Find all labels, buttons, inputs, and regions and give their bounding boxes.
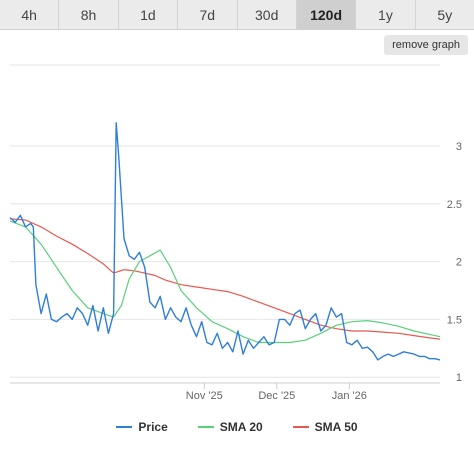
legend-label: Price: [138, 420, 168, 434]
chart-legend: Price SMA 20 SMA 50: [0, 420, 474, 434]
series-line-sma50: [9, 218, 441, 340]
tab-8h[interactable]: 8h: [59, 0, 119, 29]
x-tick-label: Jan '26: [332, 390, 367, 402]
legend-item-price[interactable]: Price: [116, 420, 168, 434]
legend-swatch: [116, 426, 133, 428]
legend-swatch: [292, 426, 309, 428]
series-line-sma20: [9, 220, 441, 344]
tab-120d[interactable]: 120d: [296, 0, 357, 29]
tab-5y[interactable]: 5y: [437, 6, 453, 23]
y-tick-label: 2.5: [447, 199, 462, 211]
legend-label: SMA 20: [219, 420, 263, 434]
remove-graph-button[interactable]: remove graph: [384, 35, 468, 55]
tab-1d[interactable]: 1d: [119, 0, 179, 29]
y-tick-label: 2: [456, 257, 462, 269]
legend-swatch: [197, 426, 214, 428]
timeframe-tabs: 4h 8h 1d 7d 30d 120d 1y 5y: [0, 0, 474, 30]
x-tick-label: Dec '25: [258, 390, 295, 402]
tab-4h[interactable]: 4h: [0, 0, 60, 29]
tab-1y[interactable]: 1y: [356, 0, 416, 29]
legend-item-sma20[interactable]: SMA 20: [197, 420, 263, 434]
tab-7d[interactable]: 7d: [178, 0, 238, 29]
series-line-price: [9, 122, 441, 361]
legend-item-sma50[interactable]: SMA 50: [292, 420, 358, 434]
y-tick-label: 3: [456, 141, 462, 153]
x-tick-label: Nov '25: [186, 390, 223, 402]
y-tick-label: 1: [456, 372, 462, 384]
y-tick-label: 1.5: [447, 314, 462, 326]
legend-label: SMA 50: [314, 420, 358, 434]
tab-30d[interactable]: 30d: [238, 0, 297, 29]
